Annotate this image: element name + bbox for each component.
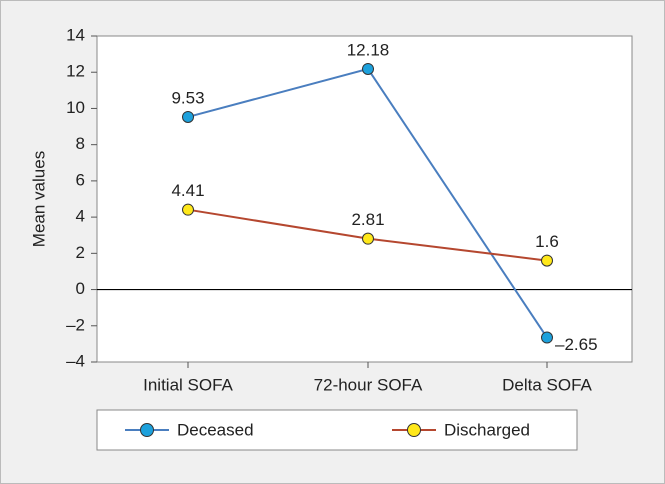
marker <box>541 254 553 267</box>
marker <box>541 331 553 344</box>
marker <box>182 110 194 123</box>
y-axis-label: Mean values <box>29 151 48 247</box>
data-label: 2.81 <box>351 210 384 229</box>
x-tick-label: 72-hour SOFA <box>314 375 423 394</box>
y-tick-label: –4 <box>66 351 85 370</box>
legend-label: Deceased <box>177 420 254 439</box>
data-label: 1.6 <box>535 232 559 251</box>
y-tick-label: 14 <box>66 25 85 44</box>
legend-label: Discharged <box>444 420 530 439</box>
y-tick-label: 2 <box>76 243 85 262</box>
marker <box>362 62 374 75</box>
legend-marker <box>407 423 421 437</box>
plot-area <box>96 35 633 363</box>
marker <box>182 203 194 216</box>
y-tick-label: 10 <box>66 98 85 117</box>
marker <box>362 232 374 245</box>
y-tick-label: 4 <box>76 207 85 226</box>
legend <box>96 409 578 451</box>
data-label: 4.41 <box>171 181 204 200</box>
data-label: 12.18 <box>347 40 390 59</box>
x-tick-label: Delta SOFA <box>502 375 592 394</box>
y-tick-label: 0 <box>76 279 85 298</box>
x-tick-label: Initial SOFA <box>143 375 233 394</box>
y-tick-label: 6 <box>76 170 85 189</box>
y-tick-label: –2 <box>66 315 85 334</box>
y-tick-label: 8 <box>76 134 85 153</box>
data-label: –2.65 <box>555 335 598 354</box>
data-label: 9.53 <box>171 88 204 107</box>
y-tick-label: 12 <box>66 62 85 81</box>
legend-marker <box>140 423 154 437</box>
